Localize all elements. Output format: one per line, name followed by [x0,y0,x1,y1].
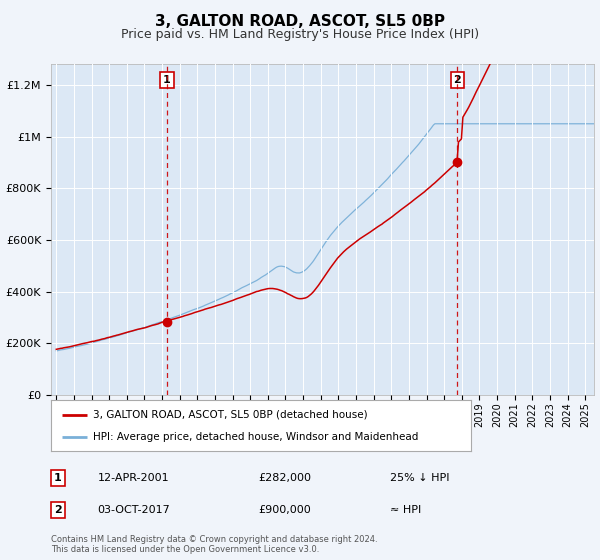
Text: Price paid vs. HM Land Registry's House Price Index (HPI): Price paid vs. HM Land Registry's House … [121,28,479,41]
Text: 2: 2 [454,75,461,85]
Text: 03-OCT-2017: 03-OCT-2017 [97,505,170,515]
Text: 25% ↓ HPI: 25% ↓ HPI [389,473,449,483]
Text: 2: 2 [53,505,61,515]
Text: 3, GALTON ROAD, ASCOT, SL5 0BP: 3, GALTON ROAD, ASCOT, SL5 0BP [155,14,445,29]
Text: 3, GALTON ROAD, ASCOT, SL5 0BP (detached house): 3, GALTON ROAD, ASCOT, SL5 0BP (detached… [93,409,368,419]
Text: 1: 1 [163,75,171,85]
Text: 1: 1 [53,473,61,483]
Text: 12-APR-2001: 12-APR-2001 [97,473,169,483]
Text: This data is licensed under the Open Government Licence v3.0.: This data is licensed under the Open Gov… [51,545,319,554]
Text: £282,000: £282,000 [259,473,311,483]
Text: HPI: Average price, detached house, Windsor and Maidenhead: HPI: Average price, detached house, Wind… [93,432,418,442]
Text: Contains HM Land Registry data © Crown copyright and database right 2024.: Contains HM Land Registry data © Crown c… [51,535,377,544]
Text: ≈ HPI: ≈ HPI [389,505,421,515]
Text: £900,000: £900,000 [259,505,311,515]
